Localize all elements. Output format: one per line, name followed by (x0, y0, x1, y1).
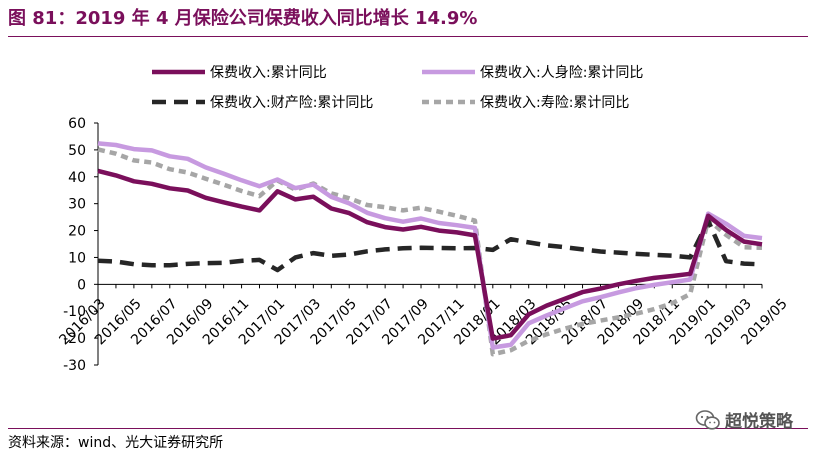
legend: 保费收入:累计同比 保费收入:人身险:累计同比 保费收入:财产险:累计同比 保费… (152, 65, 643, 111)
legend-label-series-0: 保费收入:累计同比 (210, 65, 327, 81)
watermark: 超悦策略 (695, 407, 793, 432)
y-tick-label: 40 (68, 170, 86, 186)
y-tick-label: -10 (63, 304, 86, 320)
legend-label-series-2: 保费收入:财产险:累计同比 (210, 95, 373, 111)
watermark-label: 超悦策略 (725, 412, 793, 432)
title-divider (8, 36, 808, 37)
page-title: 图 81：2019 年 4 月保险公司保费收入同比增长 14.9% (8, 8, 478, 29)
series-line-0 (97, 168, 763, 341)
y-tick-label: 50 (68, 143, 86, 159)
y-tick-label: 0 (77, 277, 86, 293)
series-line-1 (97, 141, 763, 350)
legend-label-series-3: 保费收入:寿险:累计同比 (480, 94, 629, 111)
series-line-2 (97, 218, 763, 273)
source-note: 资料来源：wind、光大证券研究所 (8, 435, 224, 451)
y-tick-label: 10 (68, 250, 86, 266)
y-axis: -30 -20 -10 0 10 20 30 40 50 60 (63, 116, 99, 374)
series-layer (97, 141, 763, 357)
footer-divider (8, 428, 808, 429)
y-tick-label: 30 (68, 197, 86, 213)
y-tick-label: -20 (63, 331, 86, 347)
chart: 保费收入:累计同比 保费收入:人身险:累计同比 保费收入:财产险:累计同比 保费… (56, 65, 791, 374)
y-tick-label: 20 (68, 224, 86, 240)
y-tick-label: 60 (68, 116, 86, 132)
y-tick-label: -30 (63, 358, 86, 374)
series-line-3 (97, 147, 763, 357)
wechat-icon (695, 409, 720, 430)
legend-label-series-1: 保费收入:人身险:累计同比 (480, 65, 643, 81)
x-axis: 2016/032016/052016/072016/092016/112017/… (56, 283, 791, 348)
